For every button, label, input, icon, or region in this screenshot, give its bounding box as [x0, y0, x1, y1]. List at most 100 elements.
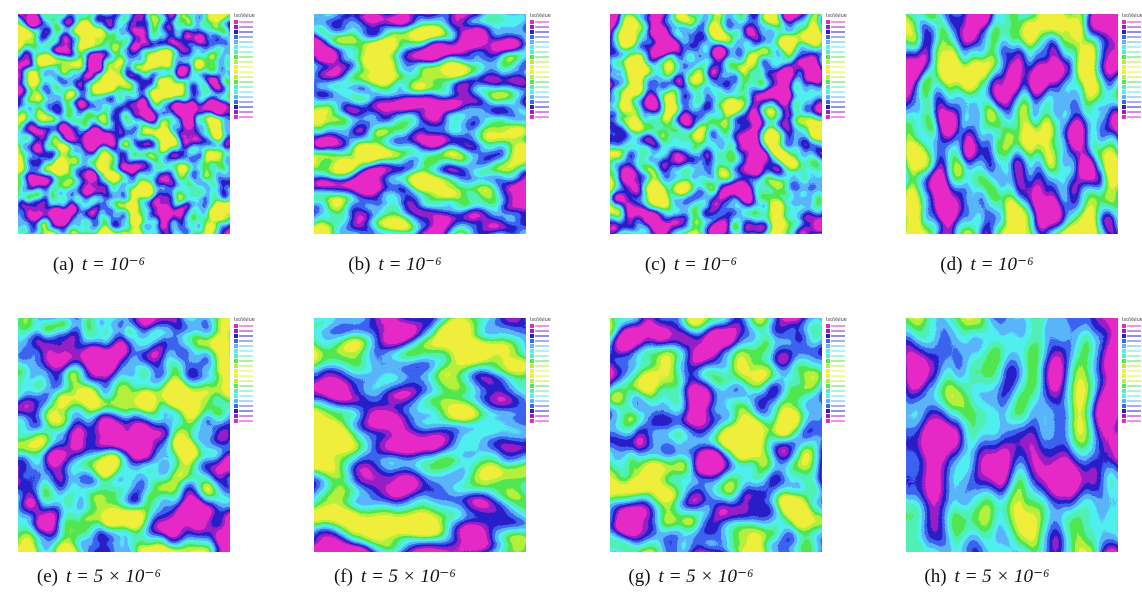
legend-text-line [831, 106, 845, 108]
legend-swatch [1122, 414, 1126, 418]
legend-text-line [831, 71, 845, 73]
legend-text-line [535, 21, 549, 23]
legend-title: IsoValue [826, 13, 847, 19]
legend-text-line [831, 365, 845, 367]
legend-text-line [239, 335, 253, 337]
legend-text-line [239, 31, 253, 33]
legend-text-line [535, 91, 549, 93]
legend-swatch [1122, 334, 1126, 338]
legend-text-line [1127, 390, 1141, 392]
legend-text-line [239, 400, 253, 402]
legend-text-line [239, 111, 253, 113]
legend-swatch [826, 95, 830, 99]
legend-swatch [1122, 364, 1126, 368]
legend-swatch [530, 60, 534, 64]
legend-text-line [239, 410, 253, 412]
legend-swatch [826, 115, 830, 119]
legend-text-line [831, 420, 845, 422]
legend-swatch [826, 50, 830, 54]
legend-swatch [1122, 60, 1126, 64]
panel-caption: t = 5 × 10⁻⁶ [659, 566, 754, 587]
legend-text-line [1127, 360, 1141, 362]
panel-caption: t = 5 × 10⁻⁶ [955, 566, 1050, 587]
panel: IsoValue(h)t = 5 × 10⁻⁶ [906, 317, 1142, 587]
legend-text-line [535, 395, 549, 397]
legend-text-line [1127, 330, 1141, 332]
legend-swatch [1122, 25, 1126, 29]
legend-text-line [1127, 395, 1141, 397]
legend-swatch [1122, 419, 1126, 423]
legend-text-line [535, 385, 549, 387]
legend-swatch [530, 50, 534, 54]
legend-swatch [234, 65, 238, 69]
legend-swatch [530, 30, 534, 34]
legend-text-line [535, 345, 549, 347]
legend-swatch [1122, 404, 1126, 408]
legend-swatch [826, 359, 830, 363]
legend-swatch [826, 409, 830, 413]
caption: (g) t = 5 × 10⁻⁶ [628, 566, 753, 587]
legend-text-line [239, 365, 253, 367]
legend-swatch [1122, 100, 1126, 104]
legend-swatch [1122, 85, 1126, 89]
legend-swatch [826, 339, 830, 343]
legend-swatch [1122, 55, 1126, 59]
legend-text-line [239, 106, 253, 108]
legend-swatch [826, 35, 830, 39]
legend-swatch [826, 384, 830, 388]
legend-swatch [826, 90, 830, 94]
legend-swatch [234, 374, 238, 378]
legend-text-line [831, 370, 845, 372]
panel-label: (e) [37, 566, 58, 587]
legend-text-line [1127, 415, 1141, 417]
legend-text-line [535, 410, 549, 412]
legend-text-line [1127, 116, 1141, 118]
legend-text-line [535, 375, 549, 377]
legend-swatch [530, 414, 534, 418]
legend-swatch [234, 389, 238, 393]
panel-caption: t = 10⁻⁶ [674, 254, 737, 275]
caption: (e)t = 5 × 10⁻⁶ [37, 566, 161, 587]
legend-text-line [239, 96, 253, 98]
legend-text-line [239, 375, 253, 377]
legend-swatch [1122, 359, 1126, 363]
legend-swatch [826, 349, 830, 353]
legend-text-line [239, 61, 253, 63]
panel: IsoValue(a)t = 10⁻⁶ [18, 13, 255, 275]
legend-swatch [530, 419, 534, 423]
legend-text-line [1127, 370, 1141, 372]
legend-text-line [1127, 26, 1141, 28]
legend-swatch [826, 60, 830, 64]
panel-label: (g) [628, 566, 650, 587]
legend-text-line [1127, 86, 1141, 88]
legend-swatch [530, 75, 534, 79]
contour-plot [610, 318, 822, 552]
legend-text-line [239, 51, 253, 53]
legend-swatch [234, 354, 238, 358]
caption: (f)t = 5 × 10⁻⁶ [334, 566, 456, 587]
legend-swatch [234, 364, 238, 368]
legend-swatch [826, 85, 830, 89]
legend-text-line [1127, 81, 1141, 83]
legend-swatch [234, 25, 238, 29]
legend-swatch [1122, 354, 1126, 358]
legend-swatch [530, 389, 534, 393]
legend-text-line [831, 340, 845, 342]
legend-text-line [1127, 56, 1141, 58]
legend-text-line [1127, 51, 1141, 53]
legend-text-line [831, 36, 845, 38]
legend-text-line [535, 360, 549, 362]
legend-swatch [530, 369, 534, 373]
legend-text-line [535, 51, 549, 53]
legend-text-line [831, 21, 845, 23]
legend-swatch [826, 394, 830, 398]
legend-swatch [1122, 324, 1126, 328]
legend-text-line [239, 420, 253, 422]
legend-text-line [831, 375, 845, 377]
legend-swatch [826, 399, 830, 403]
legend-swatch [1122, 399, 1126, 403]
legend-swatch [530, 374, 534, 378]
legend-text-line [535, 335, 549, 337]
caption: (d)t = 10⁻⁶ [940, 254, 1033, 275]
legend-text-line [1127, 66, 1141, 68]
